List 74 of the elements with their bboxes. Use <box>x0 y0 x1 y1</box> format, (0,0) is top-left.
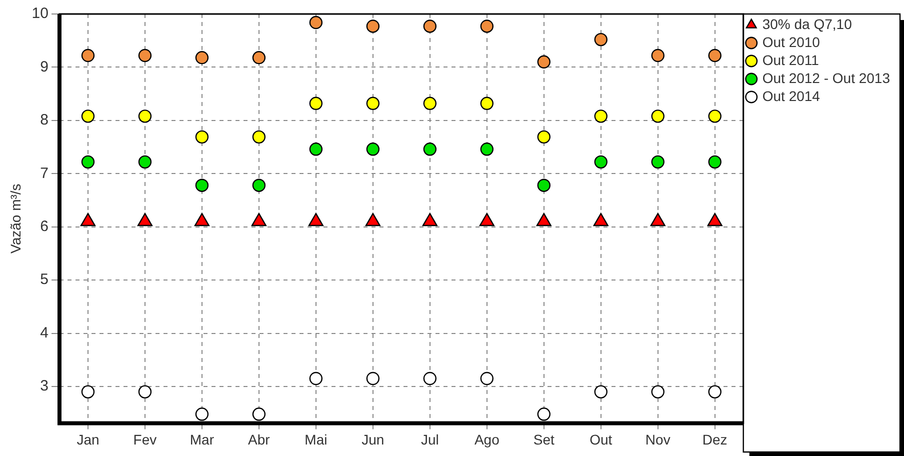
point <box>537 130 550 144</box>
y-tick-label: 7 <box>40 164 48 182</box>
point <box>309 142 323 156</box>
point <box>252 178 266 192</box>
point <box>537 408 550 421</box>
point <box>252 130 266 144</box>
point <box>366 372 380 386</box>
point <box>138 385 152 398</box>
x-tick-label: Jun <box>362 431 384 448</box>
x-tick-label: Mai <box>304 431 328 448</box>
legend-label: Out 2011 <box>762 52 820 68</box>
x-tick-label: Mar <box>190 431 214 448</box>
point <box>366 142 380 156</box>
point <box>480 372 494 386</box>
point <box>81 110 95 123</box>
y-tick-label: 3 <box>40 378 48 395</box>
point <box>309 96 323 110</box>
x-tick-label: Fev <box>133 431 157 448</box>
x-tick-label: Ago <box>474 431 500 448</box>
x-tick-label: Set <box>533 431 555 448</box>
x-tick-label: Nov <box>645 431 670 448</box>
point <box>594 110 608 123</box>
point <box>366 96 380 110</box>
y-tick-label: 5 <box>40 271 48 288</box>
point <box>423 20 437 33</box>
point <box>81 155 95 169</box>
point <box>651 110 664 123</box>
y-tick-label: 10 <box>32 5 48 22</box>
point <box>480 96 494 110</box>
y-tick-label: 6 <box>40 218 48 235</box>
point <box>423 372 437 386</box>
point <box>537 55 550 68</box>
point <box>708 110 722 123</box>
point <box>195 51 209 64</box>
x-tick-label: Abr <box>248 431 270 448</box>
point <box>423 142 437 156</box>
point <box>423 96 437 110</box>
point <box>366 20 380 33</box>
point <box>138 155 152 169</box>
point <box>594 155 608 169</box>
point <box>708 155 722 169</box>
x-tick-label: Out <box>590 431 612 448</box>
point <box>651 155 664 169</box>
y-tick-label: 8 <box>40 112 48 129</box>
legend-label: Out 2014 <box>762 88 820 104</box>
y-axis-title: Vazão m³/s <box>7 184 24 254</box>
point <box>480 142 494 156</box>
point <box>651 48 664 62</box>
point <box>480 20 494 33</box>
point <box>195 178 209 192</box>
point <box>138 48 152 62</box>
point <box>537 178 550 192</box>
point <box>309 372 323 386</box>
point <box>651 385 664 398</box>
point <box>81 48 95 62</box>
x-tick-label: Dez <box>702 431 728 448</box>
y-tick-label: 4 <box>40 324 48 342</box>
point <box>594 385 608 398</box>
legend-label: Out 2012 - Out 2013 <box>762 70 890 86</box>
y-tick-label: 9 <box>40 58 48 76</box>
point <box>195 408 209 421</box>
point <box>252 51 266 64</box>
point <box>594 32 608 46</box>
x-tick-label: Jul <box>420 431 439 448</box>
point <box>138 110 152 123</box>
point <box>195 130 209 144</box>
legend-label: 30% da Q7,10 <box>762 16 852 32</box>
point <box>708 48 722 62</box>
point <box>252 408 266 421</box>
point <box>309 16 323 30</box>
point <box>81 385 95 398</box>
legend-label: Out 2010 <box>762 34 820 50</box>
point <box>708 385 722 398</box>
x-tick-label: Jan <box>76 431 100 448</box>
